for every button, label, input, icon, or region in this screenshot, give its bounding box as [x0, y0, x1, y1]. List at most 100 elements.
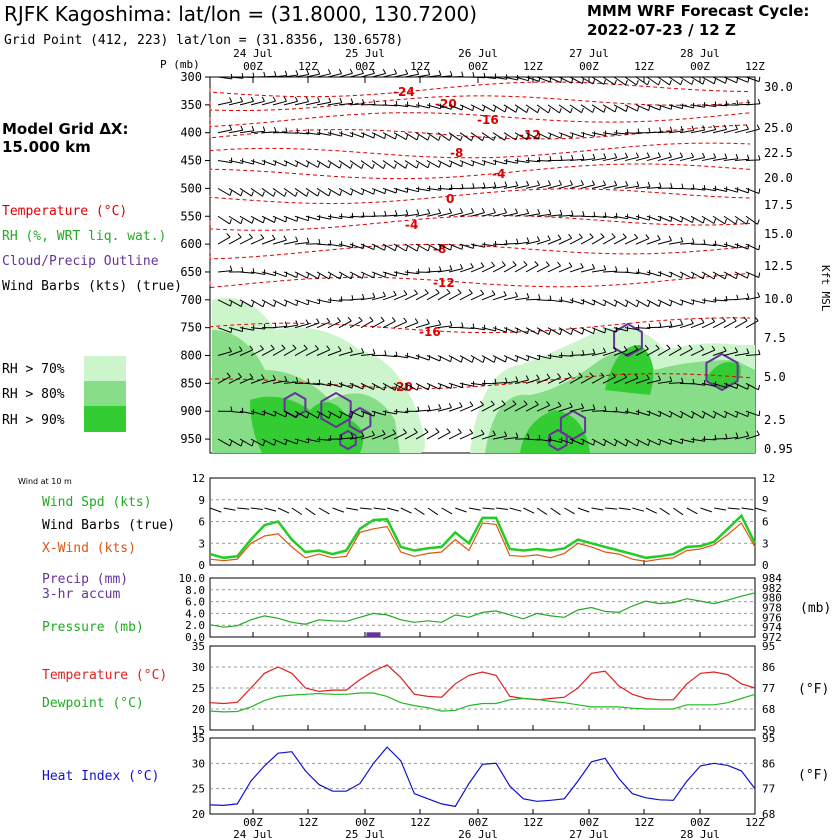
wind-barb: [437, 355, 451, 363]
wind-barb: [294, 132, 309, 135]
wind-barb-flag: [757, 219, 760, 225]
top-tick-label: 12Z: [298, 60, 318, 73]
wind-barb: [690, 271, 704, 280]
top-tick-label: 00Z: [468, 60, 488, 73]
wind-barb-flag: [226, 372, 231, 377]
wind-barb: [745, 128, 760, 134]
wind-barb: [712, 128, 727, 134]
wind-barb: [250, 299, 264, 308]
wind-barb: [734, 410, 749, 418]
wind-barb-flag: [536, 236, 541, 242]
bottom-date-label: 25 Jul: [345, 828, 385, 840]
top-tick-label: 12Z: [634, 60, 654, 73]
wind-barb: [250, 100, 265, 106]
height-tick-label: 17.5: [764, 198, 793, 212]
wind-barb: [360, 72, 375, 78]
wind-barb: [404, 355, 419, 360]
wind-barb: [437, 75, 453, 78]
wind-barb-flag: [262, 217, 266, 224]
wind-barb-flag: [626, 408, 629, 414]
wind-barb-flag: [292, 344, 297, 349]
wind-barb: [657, 104, 672, 110]
wind-barb: [283, 299, 298, 307]
wind-barb: [360, 410, 375, 417]
wind-barb: [536, 213, 551, 217]
wind-barb: [349, 215, 365, 218]
wind-barb-flag: [659, 322, 662, 328]
surface-wind-barb: [482, 507, 495, 510]
wind-barb: [591, 327, 606, 334]
wind-barb-flag: [758, 188, 761, 194]
wind-barb: [679, 438, 694, 443]
bottom-tick-label: 12Z: [634, 816, 654, 829]
wind-barb: [360, 160, 373, 170]
wind-barb-flag: [648, 105, 651, 111]
wind-barb: [613, 299, 627, 308]
wind-barb-flag: [592, 79, 596, 85]
wind-barb-flag: [393, 68, 398, 74]
wind-barb: [712, 271, 726, 280]
wind-barb: [415, 431, 429, 440]
wind-barb: [690, 215, 704, 224]
surface-wind-barb: [346, 507, 359, 511]
wind-barb: [228, 215, 242, 225]
wind-barb-flag: [262, 126, 266, 132]
wind-barb-flag: [358, 316, 363, 322]
wind-barb-flag: [373, 99, 376, 105]
isotherm: [209, 124, 751, 140]
wind-barb-flag: [229, 190, 233, 196]
wind-barb-flag: [263, 324, 266, 330]
wind-barb-flag: [449, 135, 452, 141]
bottom-date-label: 28 Jul: [680, 828, 720, 840]
wind-barb: [404, 187, 419, 193]
wind-barb-flag: [493, 106, 497, 112]
wind-barb-flag: [481, 207, 485, 213]
legend-cloud: Cloud/Precip Outline: [2, 254, 159, 269]
wind-barb-flag: [736, 412, 739, 418]
wind-barb: [569, 184, 584, 189]
wind-barb: [558, 266, 573, 273]
wind-barb-flag: [526, 208, 530, 214]
wind-barb: [349, 298, 365, 301]
wind-barb-flag: [295, 70, 299, 76]
wind-barb-flag: [369, 316, 374, 322]
wind-barb-flag: [250, 96, 255, 102]
wind-barb: [723, 436, 738, 440]
wind-barb: [217, 129, 232, 134]
panel-frame: [209, 737, 756, 815]
wind-barb: [591, 184, 606, 189]
wind-barb: [382, 132, 396, 140]
wind-barb-flag: [329, 435, 332, 441]
wind-barb: [690, 348, 704, 356]
wind-barb: [503, 355, 517, 362]
wind-barb-flag: [416, 69, 420, 75]
wind-barb: [580, 438, 594, 446]
wind-barb-flag: [285, 439, 288, 445]
wind-barb-flag: [460, 357, 464, 363]
wind-barb-flag: [557, 373, 561, 378]
wind-barb: [327, 215, 342, 220]
wind-barb-flag: [690, 152, 695, 158]
wind-barb-flag: [602, 347, 607, 353]
wind-barb-flag: [339, 413, 343, 419]
wind-barb-flag: [560, 296, 563, 302]
wind-barb: [437, 269, 452, 273]
wind-barb: [371, 433, 386, 440]
wind-barb: [613, 438, 627, 447]
wind-barb: [426, 132, 439, 141]
wind-barb: [712, 104, 728, 107]
wind-barb: [602, 76, 615, 86]
wind-barb: [514, 297, 529, 301]
wind-barb-flag: [417, 268, 420, 274]
wind-barb-flag: [439, 266, 442, 272]
wind-barb-flag: [373, 189, 376, 195]
wind-barb-flag: [578, 233, 583, 238]
wind-barb-flag: [702, 273, 706, 279]
wind-barb: [283, 74, 298, 78]
wind-barb: [569, 132, 584, 138]
wind-barb-flag: [515, 135, 518, 141]
wind-barb: [503, 104, 517, 113]
wind-barb-flag: [362, 293, 365, 299]
wind-barb: [481, 327, 496, 332]
wind-barb: [690, 129, 705, 134]
